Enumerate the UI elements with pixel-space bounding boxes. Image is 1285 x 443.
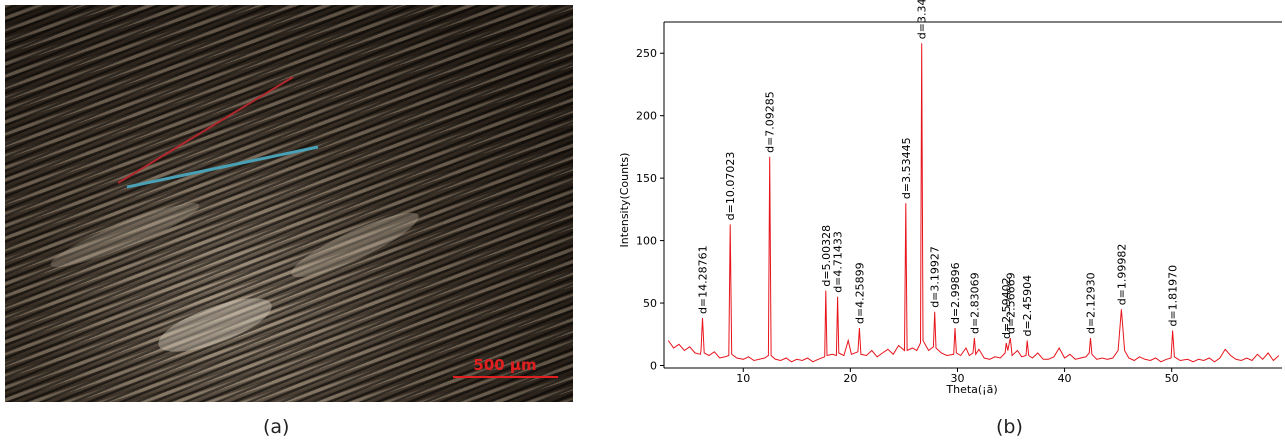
peak-label: d=2.59402 xyxy=(1000,277,1013,339)
x-tick-label: 40 xyxy=(1058,372,1072,385)
peak-label: d=3.19927 xyxy=(929,246,942,308)
peak-label: d=7.09285 xyxy=(764,91,777,153)
peak-label: d=14.28761 xyxy=(696,245,709,314)
peak-label: d=1.81970 xyxy=(1167,265,1180,327)
peak-label: d=4.71433 xyxy=(832,231,845,293)
red-marker xyxy=(117,76,294,184)
diffraction-line xyxy=(667,43,1280,363)
peak-label: d=2.83069 xyxy=(968,272,981,334)
peak-label: d=3.34083 xyxy=(916,0,929,39)
y-tick-label: 250 xyxy=(636,47,657,60)
x-axis-label: Theta(¡ã) xyxy=(945,383,997,396)
bright-grain xyxy=(50,203,200,267)
peak-label: d=2.45904 xyxy=(1021,275,1034,337)
x-tick-label: 50 xyxy=(1165,372,1179,385)
peak-label: d=10.07023 xyxy=(724,152,737,221)
x-tick-label: 30 xyxy=(950,372,964,385)
y-tick-label: 150 xyxy=(636,172,657,185)
peak-label: d=5.00328 xyxy=(820,225,833,287)
bright-grain xyxy=(291,212,419,278)
peak-label: d=2.99896 xyxy=(949,262,962,324)
peak-label: d=4.25899 xyxy=(853,262,866,324)
y-tick-label: 200 xyxy=(636,110,657,123)
blue-marker xyxy=(126,145,319,189)
x-tick-label: 10 xyxy=(736,372,750,385)
peak-label: d=1.99982 xyxy=(1115,244,1128,306)
y-tick-label: 50 xyxy=(643,297,657,310)
peak-label: d=2.12930 xyxy=(1084,272,1097,334)
peak-label: d=3.53445 xyxy=(900,137,913,199)
bright-grain xyxy=(158,298,272,352)
micrograph: 500 μm xyxy=(5,5,573,402)
y-tick-label: 100 xyxy=(636,235,657,248)
micrograph-overlay: 500 μm xyxy=(50,76,558,378)
y-tick-label: 0 xyxy=(650,360,657,373)
panel-label: (b) xyxy=(996,416,1023,438)
peak-label: d=2.56669 xyxy=(1004,272,1017,334)
y-axis-label: Intensity(Counts) xyxy=(618,153,631,248)
x-tick-label: 20 xyxy=(843,372,857,385)
panel-label: (a) xyxy=(263,416,290,438)
scale-bar-label: 500 μm xyxy=(473,356,536,374)
